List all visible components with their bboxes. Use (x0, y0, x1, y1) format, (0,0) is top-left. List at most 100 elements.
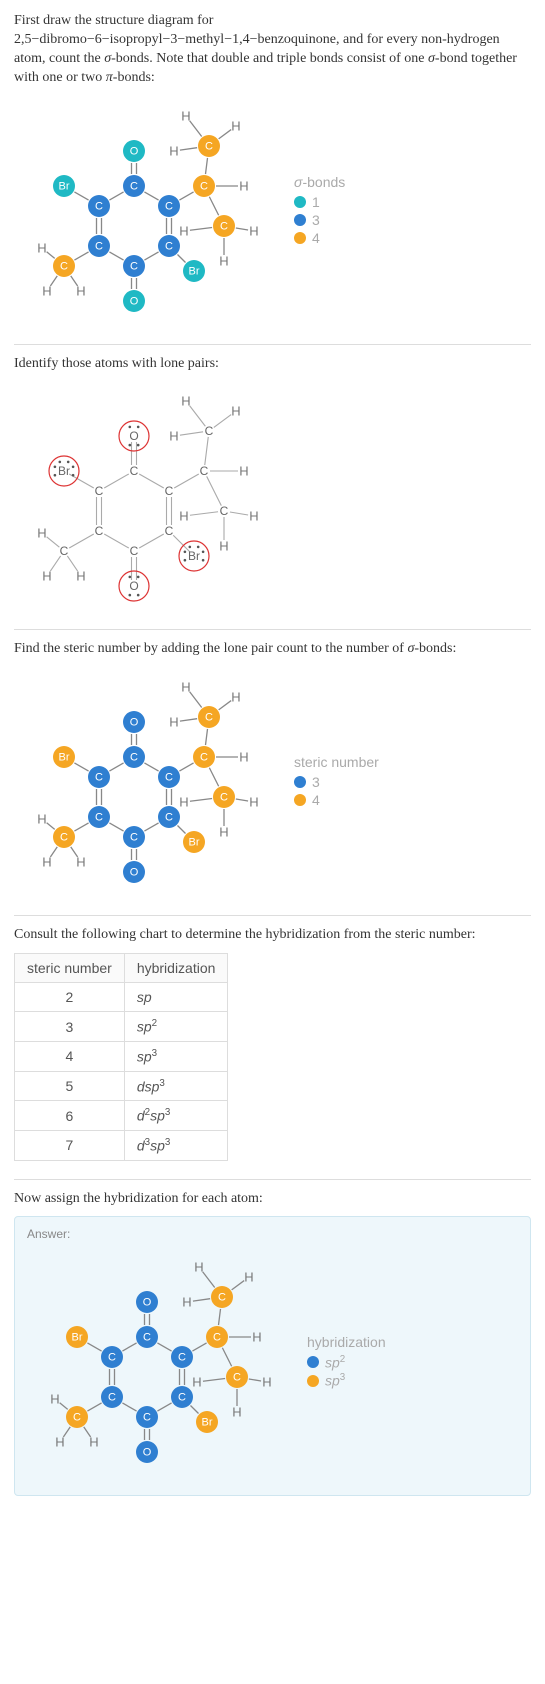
legend-label: 3 (312, 774, 320, 790)
table-cell-steric: 2 (15, 983, 125, 1012)
steric-molecule: CCCCCCOOBrBrCCCCHHHHHHHHHH (14, 667, 274, 897)
legend-title: σ-bonds (294, 174, 345, 190)
table-cell-steric: 6 (15, 1101, 125, 1131)
legend-label: 4 (312, 230, 320, 246)
svg-text:H: H (244, 1270, 253, 1285)
table-cell-hybrid: sp3 (124, 1041, 228, 1071)
svg-text:C: C (165, 200, 173, 212)
svg-text:O: O (130, 145, 139, 157)
svg-text:H: H (231, 118, 240, 133)
answer-label: Answer: (27, 1227, 518, 1241)
svg-text:H: H (55, 1435, 64, 1450)
svg-text:C: C (95, 200, 103, 212)
svg-text:O: O (130, 867, 139, 879)
svg-text:H: H (231, 404, 240, 419)
divider (14, 915, 531, 916)
svg-text:H: H (181, 680, 190, 695)
legend-item: 1 (294, 194, 345, 210)
legend-title: steric number (294, 754, 379, 770)
svg-text:C: C (205, 424, 214, 438)
svg-text:C: C (143, 1332, 151, 1344)
answer-box: Answer: CCCCCCOOBrBrCCCCHHHHHHHHHH hybri… (14, 1216, 531, 1496)
svg-text:Br: Br (59, 752, 70, 764)
svg-text:H: H (42, 283, 51, 298)
svg-text:H: H (37, 812, 46, 827)
svg-text:H: H (179, 509, 188, 524)
svg-text:H: H (76, 855, 85, 870)
svg-text:C: C (205, 140, 213, 152)
svg-text:Br: Br (189, 837, 200, 849)
svg-text:Br: Br (72, 1332, 83, 1344)
table-row: 2sp (15, 983, 228, 1012)
svg-text:Br: Br (58, 464, 70, 478)
svg-text:C: C (130, 180, 138, 192)
table-row: 6d2sp3 (15, 1101, 228, 1131)
legend-dot (294, 232, 306, 244)
svg-text:H: H (89, 1435, 98, 1450)
svg-text:H: H (252, 1330, 261, 1345)
table-row: 5dsp3 (15, 1071, 228, 1101)
svg-text:Br: Br (189, 265, 200, 277)
legend-label: sp3 (325, 1372, 345, 1389)
svg-text:C: C (130, 464, 139, 478)
svg-text:Br: Br (202, 1417, 213, 1429)
table-cell-steric: 4 (15, 1041, 125, 1071)
svg-text:O: O (129, 429, 138, 443)
svg-text:Br: Br (59, 180, 70, 192)
legend-label: sp2 (325, 1354, 345, 1371)
svg-text:H: H (37, 526, 46, 541)
svg-text:C: C (178, 1392, 186, 1404)
svg-text:H: H (179, 795, 188, 810)
legend-label: 3 (312, 212, 320, 228)
svg-text:H: H (169, 143, 178, 158)
table-header-hybrid: hybridization (124, 954, 228, 983)
svg-text:H: H (249, 509, 258, 524)
svg-text:C: C (108, 1352, 116, 1364)
svg-text:C: C (165, 240, 173, 252)
svg-text:H: H (239, 464, 248, 479)
svg-text:O: O (130, 295, 139, 307)
legend-item: 3 (294, 774, 379, 790)
svg-text:H: H (239, 178, 248, 193)
svg-text:C: C (130, 544, 139, 558)
steric-paragraph: Find the steric number by adding the lon… (14, 640, 531, 659)
steric-text-1: Find the steric number by adding the lon… (14, 641, 407, 656)
svg-text:H: H (76, 569, 85, 584)
svg-text:H: H (219, 825, 228, 840)
svg-text:H: H (42, 855, 51, 870)
legend-item: sp2 (307, 1354, 386, 1371)
legend-item: 4 (294, 230, 345, 246)
svg-text:H: H (192, 1375, 201, 1390)
svg-text:C: C (143, 1412, 151, 1424)
hybridization-diagram-row: CCCCCCOOBrBrCCCCHHHHHHHHHH hybridization… (27, 1247, 518, 1477)
svg-text:C: C (233, 1372, 241, 1384)
svg-text:C: C (73, 1412, 81, 1424)
svg-text:C: C (205, 712, 213, 724)
svg-text:H: H (232, 1405, 241, 1420)
divider (14, 629, 531, 630)
legend-dot (294, 214, 306, 226)
svg-text:O: O (143, 1297, 152, 1309)
legend-dot (294, 794, 306, 806)
svg-text:O: O (130, 717, 139, 729)
intro-text-2: -bonds. Note that double and triple bond… (111, 51, 428, 66)
svg-text:C: C (108, 1392, 116, 1404)
steric-text-2: -bonds: (414, 641, 456, 656)
legend-dot (294, 776, 306, 788)
svg-text:C: C (130, 260, 138, 272)
legend-item: 4 (294, 792, 379, 808)
svg-text:C: C (95, 240, 103, 252)
svg-text:C: C (200, 180, 208, 192)
legend-title: hybridization (307, 1334, 386, 1350)
svg-text:H: H (37, 240, 46, 255)
steric-legend: steric number 3 4 (294, 754, 379, 810)
hybridization-legend: hybridization sp2sp3 (307, 1334, 386, 1391)
table-cell-hybrid: d3sp3 (124, 1130, 228, 1160)
table-row: 7d3sp3 (15, 1130, 228, 1160)
sigma-bonds-diagram-row: CCCCCCOOBrBrCCCCHHHHHHHHHH σ-bonds 134 (14, 96, 531, 326)
table-cell-hybrid: d2sp3 (124, 1101, 228, 1131)
svg-text:H: H (219, 253, 228, 268)
legend-item: sp3 (307, 1372, 386, 1389)
svg-text:C: C (178, 1352, 186, 1364)
svg-text:Br: Br (188, 549, 200, 563)
